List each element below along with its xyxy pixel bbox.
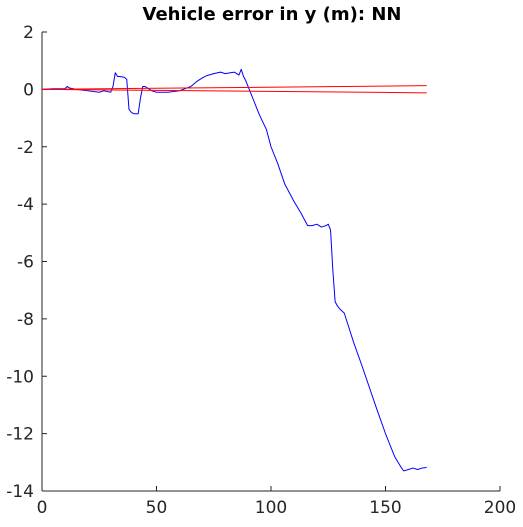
y-tick-label: 0 [23,80,34,100]
y-tick-label: -10 [6,367,34,387]
chart-title: Vehicle error in y (m): NN [143,4,402,25]
series-group [41,68,427,472]
series-line-0 [41,68,427,472]
axes [41,32,500,492]
x-tick-label: 200 [484,498,516,518]
x-ticks: 0 50 100 150 200 [37,486,516,518]
series-line-1 [41,85,427,90]
y-ticks: 2 0 -2 -4 -6 -8 -10 -12 -14 [6,23,47,502]
y-tick-label: -14 [6,482,34,502]
x-tick-label: 150 [369,498,401,518]
y-tick-label: -2 [17,138,34,158]
x-tick-label: 100 [255,498,287,518]
series-line-2 [41,88,427,94]
x-tick-label: 0 [37,498,48,518]
y-tick-label: 2 [23,23,34,43]
y-tick-label: -4 [17,195,34,215]
y-tick-label: -12 [6,425,34,445]
y-tick-label: -8 [17,310,34,330]
x-tick-label: 50 [146,498,168,518]
y-tick-label: -6 [17,253,34,273]
